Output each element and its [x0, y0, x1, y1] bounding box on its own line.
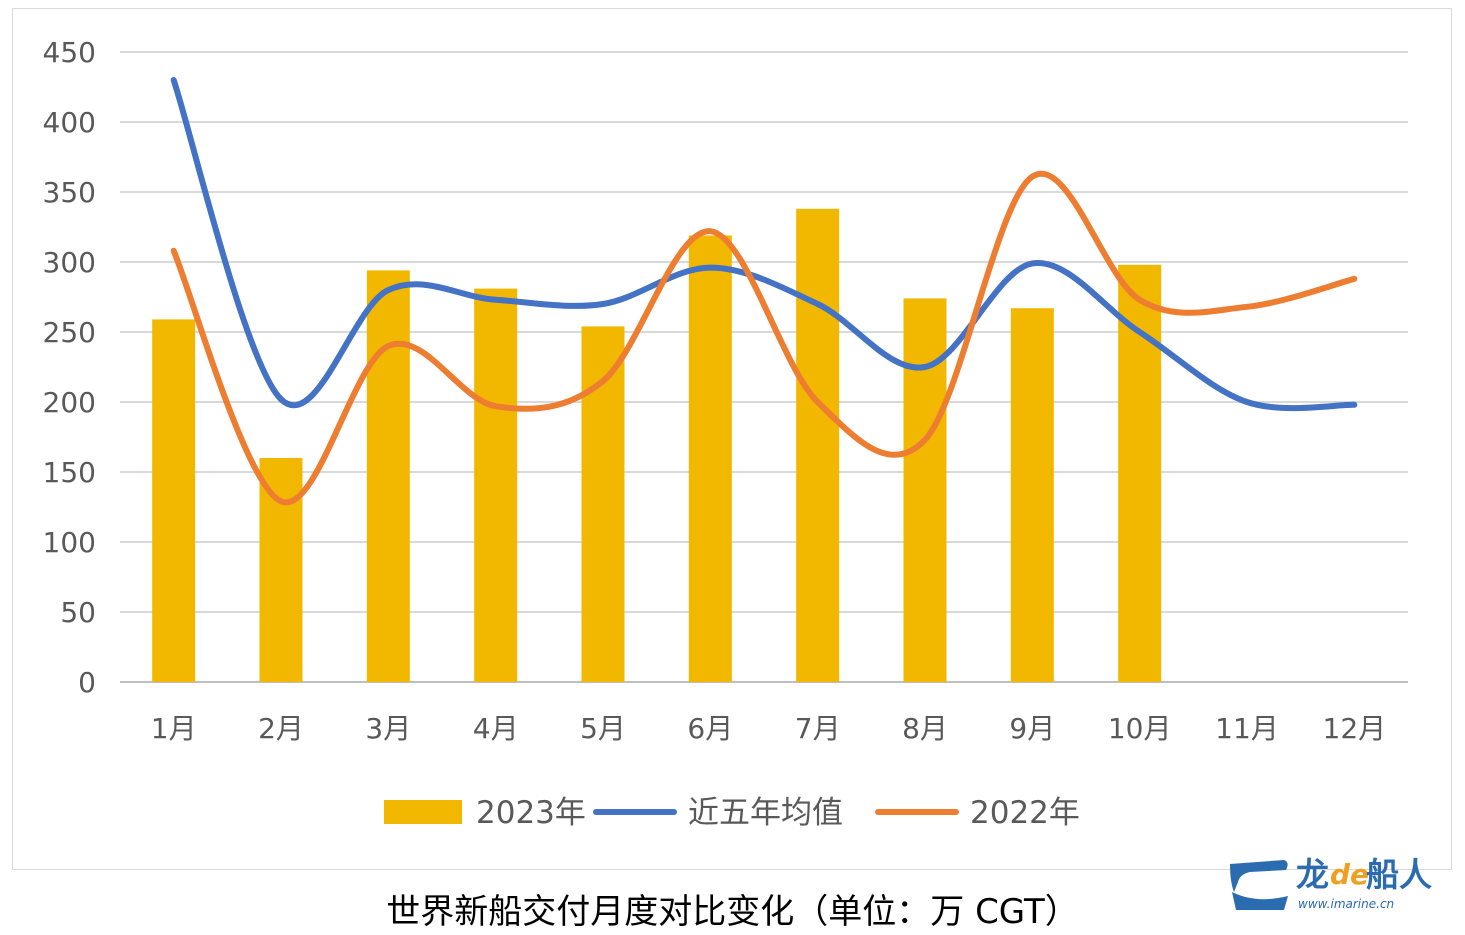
- bar: [259, 458, 303, 682]
- y-tick-label: 300: [43, 246, 96, 279]
- y-tick-label: 350: [43, 176, 96, 209]
- y-tick-label: 450: [43, 36, 96, 69]
- x-tick-label: 4月: [473, 712, 519, 745]
- x-tick-label: 6月: [687, 712, 733, 745]
- legend-swatch-bar: [384, 800, 462, 824]
- x-tick-label: 5月: [580, 712, 626, 745]
- bar: [688, 235, 732, 682]
- bar: [366, 270, 410, 682]
- bar: [1010, 308, 1054, 682]
- x-tick-label: 11月: [1215, 712, 1279, 745]
- x-tick-label: 3月: [365, 712, 411, 745]
- bar: [796, 208, 840, 683]
- chart-caption: 世界新船交付月度对比变化（单位：万 CGT）: [386, 892, 1079, 932]
- x-tick-label: 1月: [151, 712, 197, 745]
- x-tick-label: 12月: [1323, 712, 1387, 745]
- lines: [170, 77, 1358, 506]
- legend-label: 2023年: [476, 795, 586, 831]
- x-tick-label: 10月: [1108, 712, 1172, 745]
- bar: [152, 319, 196, 682]
- y-tick-label: 150: [43, 456, 96, 489]
- bar: [1118, 264, 1162, 682]
- y-tick-label: 200: [43, 386, 96, 419]
- legend: 2023年 近五年均值 2022年: [384, 795, 1080, 831]
- legend-label: 近五年均值: [688, 795, 843, 831]
- logo-url: www.imarine.cn: [1298, 897, 1394, 911]
- ship-icon: [1230, 860, 1288, 910]
- logo-brand-tail: 船人: [1366, 855, 1432, 894]
- legend-label: 2022年: [970, 795, 1080, 831]
- x-tick-label: 9月: [1009, 712, 1055, 745]
- x-tick-label: 2月: [258, 712, 304, 745]
- logo-brand-de: de: [1330, 858, 1369, 891]
- logo-brand: 龙: [1296, 855, 1329, 894]
- series-line: [170, 170, 1358, 506]
- y-tick-label: 0: [78, 666, 96, 699]
- y-tick-label: 100: [43, 526, 96, 559]
- bar: [474, 288, 518, 682]
- gridlines: [120, 51, 1408, 683]
- brand-logo: 龙 de 船人 www.imarine.cn: [1230, 855, 1432, 911]
- x-tick-label: 8月: [902, 712, 948, 745]
- y-tick-label: 250: [43, 316, 96, 349]
- chart-frame: [12, 8, 1452, 870]
- y-tick-label: 50: [60, 596, 96, 629]
- x-axis-ticks: 1月 2月 3月 4月 5月 6月 7月 8月 9月 10月 11月 12月: [151, 712, 1386, 745]
- bar: [581, 326, 625, 682]
- x-tick-label: 7月: [795, 712, 841, 745]
- y-tick-label: 400: [43, 106, 96, 139]
- bars-2023: [152, 208, 1162, 683]
- series-line: [170, 77, 1358, 412]
- y-axis-ticks: 0 50 100 150 200 250 300 350 400 450: [43, 36, 96, 699]
